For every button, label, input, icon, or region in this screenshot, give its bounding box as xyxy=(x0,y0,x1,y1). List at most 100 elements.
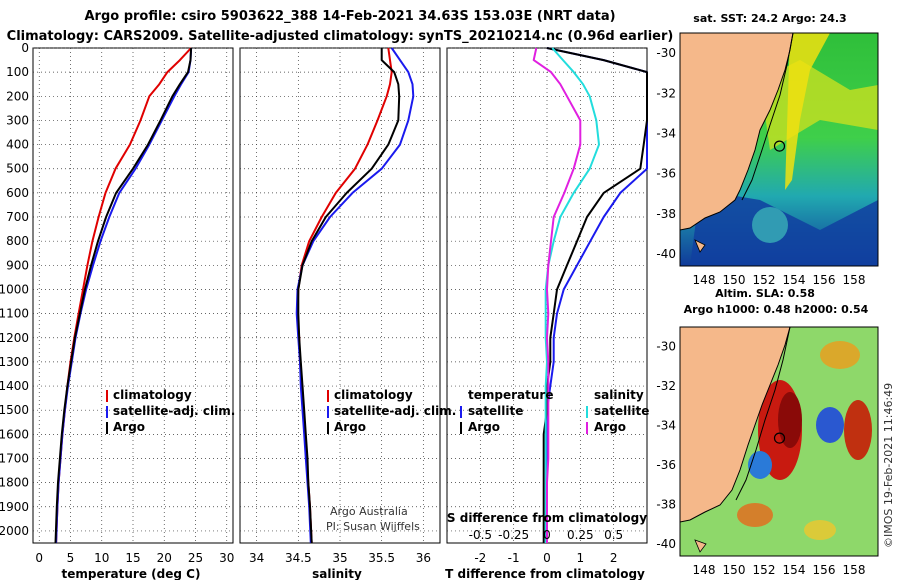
s-diff-tick-label: 0 xyxy=(543,528,551,542)
legend-label-t-satellite: satellite xyxy=(468,404,523,418)
series-argo xyxy=(297,48,401,544)
sst-lon-tick-label: 152 xyxy=(753,273,776,287)
sla-warm-north xyxy=(820,341,860,369)
legend-label-satellite: satellite-adj. clim. xyxy=(334,404,456,418)
imos-timestamp: ©IMOS 19-Feb-2021 11:46:49 xyxy=(882,383,895,548)
difference-legend: temperature salinity satellite Argo sate… xyxy=(460,388,649,434)
s-diff-tick-label: 0.5 xyxy=(604,528,623,542)
depth-tick-label: 1900 xyxy=(0,500,29,514)
temperature-x-tick-label: 20 xyxy=(157,551,172,565)
legend-label-climatology: climatology xyxy=(113,388,192,402)
header-line-1: Argo profile: csiro 5903622_388 14-Feb-2… xyxy=(84,9,615,24)
depth-tick-label: 900 xyxy=(6,258,29,272)
sst-lat-tick-label: -38 xyxy=(656,207,676,221)
depth-tick-label: 1600 xyxy=(0,427,29,441)
sla-high-core xyxy=(778,392,802,448)
sla-lat-tick-label: -38 xyxy=(656,498,676,512)
legend-label-t-argo: Argo xyxy=(468,420,500,434)
sst-island xyxy=(694,239,706,253)
salinity-xlabel: salinity xyxy=(312,567,362,580)
depth-tick-label: 1800 xyxy=(0,476,29,490)
sst-lat-tick-label: -36 xyxy=(656,167,676,181)
temperature-x-tick-label: 25 xyxy=(188,551,203,565)
depth-tick-label: 1300 xyxy=(0,355,29,369)
depth-tick-label: 100 xyxy=(6,65,29,79)
depth-tick-label: 1100 xyxy=(0,307,29,321)
grid-lines xyxy=(33,47,647,543)
sla-lat-tick-label: -36 xyxy=(656,458,676,472)
sla-yellow-south xyxy=(804,520,836,540)
depth-tick-label: 600 xyxy=(6,186,29,200)
sla-isobath xyxy=(735,327,791,501)
legend-label-s-argo: Argo xyxy=(594,420,626,434)
sst-lon-tick-label: 158 xyxy=(843,273,866,287)
sst-lon-tick-label: 156 xyxy=(813,273,836,287)
depth-tick-label: 1200 xyxy=(0,331,29,345)
sst-map-title: sat. SST: 24.2 Argo: 24.3 xyxy=(693,12,846,25)
sst-float-marker xyxy=(773,140,786,152)
depth-tick-label: 700 xyxy=(6,210,29,224)
series-argo xyxy=(54,47,193,544)
sla-lon-tick-label: 158 xyxy=(843,563,866,577)
series-salinity-satellite xyxy=(544,47,600,543)
sst-eddy xyxy=(752,207,788,243)
series-climatology xyxy=(55,47,192,544)
sla-map xyxy=(680,327,878,556)
sla-lon-tick-label: 148 xyxy=(693,563,716,577)
salinity-x-tick-label: 35.5 xyxy=(368,551,395,565)
sst-lon-tick-label: 150 xyxy=(723,273,746,287)
sst-map xyxy=(680,33,878,266)
s-difference-axis-label: S difference from climatology xyxy=(447,511,647,525)
sla-low-anomaly xyxy=(816,407,844,443)
sla-float-marker xyxy=(773,432,786,444)
difference-x-tick-label: -1 xyxy=(508,551,520,565)
legend-label-s-satellite: satellite xyxy=(594,404,649,418)
sla-high-east xyxy=(844,400,872,460)
sla-island xyxy=(694,539,707,553)
credit-line-1: Argo Australia xyxy=(330,505,408,518)
depth-tick-label: 0 xyxy=(21,41,29,55)
temperature-x-tick-label: 0 xyxy=(35,551,43,565)
legend-label-argo: Argo xyxy=(113,420,145,434)
depth-tick-label: 1400 xyxy=(0,379,29,393)
sla-lat-tick-label: -30 xyxy=(656,340,676,354)
sla-lat-tick-label: -34 xyxy=(656,419,676,433)
sst-lat-tick-label: -40 xyxy=(656,247,676,261)
depth-tick-label: 1500 xyxy=(0,403,29,417)
sst-map-frame xyxy=(679,32,879,267)
temperature-x-tick-label: 15 xyxy=(125,551,140,565)
series-satellite-adj-clim- xyxy=(55,47,193,544)
difference-x-tick-label: -2 xyxy=(474,551,486,565)
salinity-x-tick-label: 34 xyxy=(249,551,264,565)
sla-lat-tick-label: -32 xyxy=(656,379,676,393)
sst-isobath xyxy=(741,33,794,201)
sla-lon-tick-label: 154 xyxy=(783,563,806,577)
series-climatology xyxy=(296,47,393,544)
depth-tick-label: 1700 xyxy=(0,451,29,465)
legend-label-argo: Argo xyxy=(334,420,366,434)
depth-tick-label: 500 xyxy=(6,162,29,176)
depth-tick-label: 1000 xyxy=(0,282,29,296)
sst-warm-current xyxy=(785,33,830,190)
depth-tick-label: 300 xyxy=(6,113,29,127)
profile-curves xyxy=(54,47,648,544)
legend-label-climatology: climatology xyxy=(334,388,413,402)
depth-tick-label: 200 xyxy=(6,89,29,103)
temperature-xlabel: temperature (deg C) xyxy=(62,567,201,580)
temperature-x-tick-label: 10 xyxy=(94,551,109,565)
difference-x-tick-label: 0 xyxy=(543,551,551,565)
sla-lon-tick-label: 152 xyxy=(753,563,776,577)
sla-map-frame xyxy=(679,326,879,557)
salinity-x-tick-label: 35 xyxy=(332,551,347,565)
difference-x-tick-label: 1 xyxy=(577,551,585,565)
sla-low-west xyxy=(748,451,772,479)
axis-ticks: 0100200300400500600700800900100011001200… xyxy=(0,41,865,577)
salinity-x-tick-label: 34.5 xyxy=(285,551,312,565)
salinity-legend: climatology satellite-adj. clim. Argo Ar… xyxy=(326,388,456,533)
sla-map-title-1: Altim. SLA: 0.58 xyxy=(715,287,815,300)
series-satellite-adj-clim- xyxy=(295,47,415,544)
sla-lon-tick-label: 150 xyxy=(723,563,746,577)
series-salinity-argo xyxy=(532,47,582,543)
